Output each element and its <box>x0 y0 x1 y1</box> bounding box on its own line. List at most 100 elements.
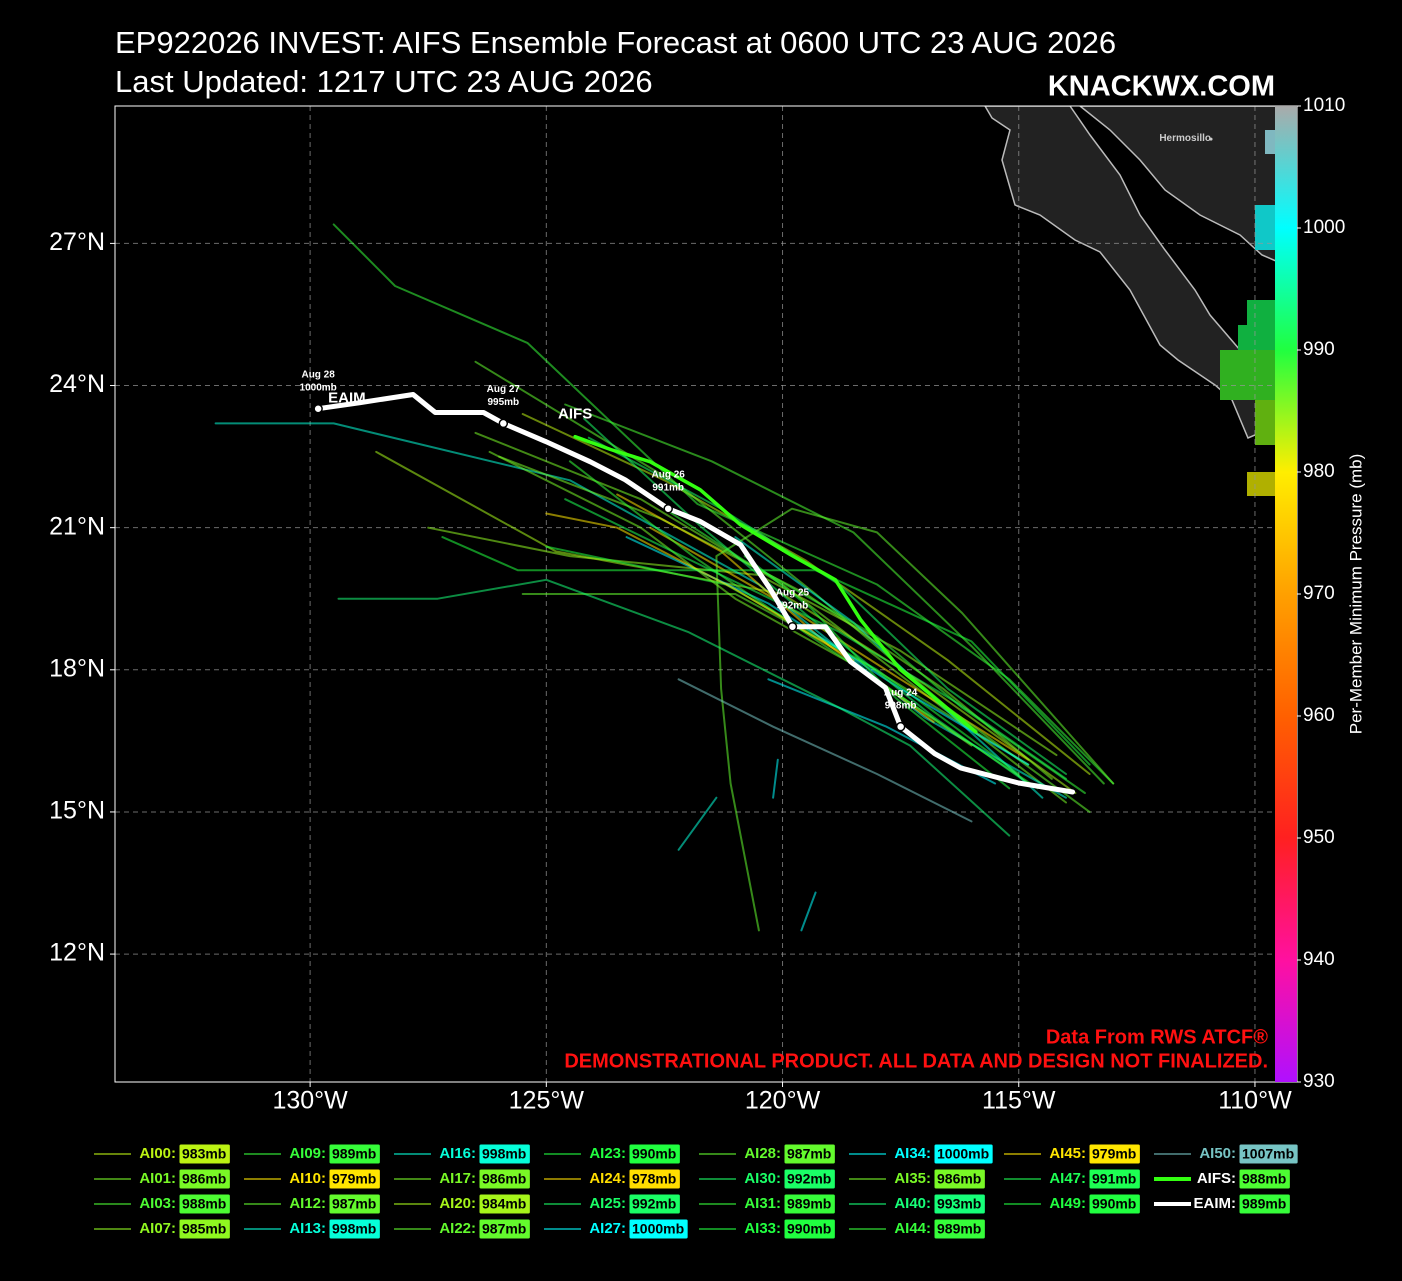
legend-pressure-label: 990mb <box>787 1221 831 1237</box>
legend-pressure-label: 987mb <box>332 1196 376 1212</box>
track-marker <box>498 418 509 429</box>
legend-pressure-box <box>1088 1143 1141 1165</box>
legend-pressure-box <box>328 1168 381 1190</box>
legend-pressure-box <box>783 1168 836 1190</box>
marker-pressure: 991mb <box>652 482 684 493</box>
colorbar-tick-label: 950 <box>1303 827 1335 848</box>
legend-name: AI23: <box>589 1145 626 1162</box>
track-line <box>441 536 1091 766</box>
legend-name: AI10: <box>289 1170 326 1187</box>
marker-date: Aug 28 <box>301 369 335 380</box>
legend-pressure-label: 991mb <box>1092 1171 1136 1187</box>
legend-name: AI34: <box>894 1145 931 1162</box>
legend-name: AI47: <box>1049 1170 1086 1187</box>
track-line <box>564 403 1105 785</box>
legend-pressure-label: 988mb <box>182 1196 226 1212</box>
track-line <box>315 392 1076 795</box>
legend-pressure-label: 990mb <box>1092 1196 1136 1212</box>
track-marker <box>895 721 906 732</box>
legend-pressure-box <box>478 1143 531 1165</box>
marker-pressure: 1000mb <box>300 382 337 393</box>
track-line <box>573 434 978 734</box>
legend-name: AI07: <box>139 1220 176 1237</box>
source-note: Data From RWS ATCF® <box>1046 1026 1268 1048</box>
legend-pressure-box <box>628 1143 681 1165</box>
track-marker <box>663 503 673 514</box>
legend-pressure-label: 993mb <box>937 1196 981 1212</box>
place-dot <box>1209 137 1213 141</box>
track-label: AIFS <box>558 406 592 423</box>
marker-pressure: 995mb <box>487 397 519 408</box>
legend-pressure-label: 992mb <box>787 1171 831 1187</box>
legend-pressure-box <box>628 1193 681 1215</box>
legend-pressure-box <box>1238 1143 1299 1165</box>
x-tick-label: 110°W <box>1218 1087 1292 1115</box>
legend-name: AI03: <box>139 1195 176 1212</box>
legend-pressure-label: 984mb <box>482 1196 526 1212</box>
land <box>1078 106 1297 271</box>
legend-pressure-box <box>1088 1168 1141 1190</box>
legend-pressure-box <box>783 1193 836 1215</box>
x-tick-label: 115°W <box>982 1087 1056 1115</box>
colorbar-tick-label: 990 <box>1303 339 1335 360</box>
legend-name: AI27: <box>589 1220 626 1237</box>
legend-name: AI22: <box>439 1220 476 1237</box>
colorbar-tick-label: 1010 <box>1303 95 1345 116</box>
legend-name: AI28: <box>744 1145 781 1162</box>
legend-pressure-box <box>783 1218 836 1240</box>
legend-pressure-box <box>178 1193 231 1215</box>
colorbar-tick-label: 960 <box>1303 705 1335 726</box>
y-tick-label: 24°N <box>49 370 105 398</box>
legend-pressure-box <box>628 1218 689 1240</box>
legend-pressure-label: 989mb <box>787 1196 831 1212</box>
marker-date: Aug 26 <box>652 469 686 480</box>
pressure-cell <box>1247 300 1275 325</box>
legend-pressure-label: 987mb <box>787 1146 831 1162</box>
colorbar-tick-label: 980 <box>1303 461 1335 482</box>
marker-date: Aug 24 <box>884 687 918 698</box>
legend-pressure-box <box>478 1218 531 1240</box>
legend-pressure-label: 989mb <box>1242 1196 1286 1212</box>
legend-name: AI33: <box>744 1220 781 1237</box>
legend-pressure-label: 988mb <box>1242 1171 1286 1187</box>
pressure-cell <box>1238 325 1275 350</box>
colorbar-tick-label: 1000 <box>1303 217 1345 238</box>
track-line <box>663 507 1086 794</box>
legend-pressure-box <box>783 1143 836 1165</box>
marker-date: Aug 27 <box>487 384 521 395</box>
track-marker <box>787 621 798 632</box>
track-label: EAIM <box>328 390 366 407</box>
legend-name: AIFS: <box>1197 1170 1236 1187</box>
legend-pressure-box <box>1238 1168 1291 1190</box>
legend-name: AI31: <box>744 1195 781 1212</box>
legend-name: AI17: <box>439 1170 476 1187</box>
legend-pressure-box <box>178 1168 231 1190</box>
legend-name: AI50: <box>1199 1145 1236 1162</box>
disclaimer: DEMONSTRATIONAL PRODUCT. ALL DATA AND DE… <box>564 1050 1268 1072</box>
y-tick-label: 12°N <box>49 939 105 967</box>
x-tick-label: 120°W <box>745 1087 821 1115</box>
marker-pressure: 992mb <box>777 600 809 611</box>
legend-name: AI49: <box>1049 1195 1086 1212</box>
legend-pressure-label: 986mb <box>482 1171 526 1187</box>
legend-name: AI40: <box>894 1195 931 1212</box>
chart-subtitle: Last Updated: 1217 UTC 23 AUG 2026 <box>115 64 653 99</box>
legend-pressure-label: 978mb <box>632 1171 676 1187</box>
map: Hermosillo AIFS EAIM Aug 24 998mb Aug 25 992mb… <box>115 106 1297 1082</box>
legend-pressure-box <box>178 1218 231 1240</box>
legend-pressure-label: 989mb <box>937 1221 981 1237</box>
legend-pressure-label: 1000mb <box>632 1221 684 1237</box>
legend-pressure-label: 989mb <box>332 1146 376 1162</box>
colorbar-tick-label: 940 <box>1303 949 1335 970</box>
legend-pressure-label: 990mb <box>632 1146 676 1162</box>
track-line <box>337 578 1011 837</box>
track-line <box>521 413 1091 775</box>
legend-pressure-box <box>933 1193 986 1215</box>
y-tick-label: 18°N <box>49 654 105 682</box>
legend-name: EAIM: <box>1194 1195 1237 1212</box>
legend-pressure-label: 998mb <box>332 1221 376 1237</box>
legend-name: AI01: <box>139 1170 176 1187</box>
pressure-cell <box>1255 205 1275 250</box>
